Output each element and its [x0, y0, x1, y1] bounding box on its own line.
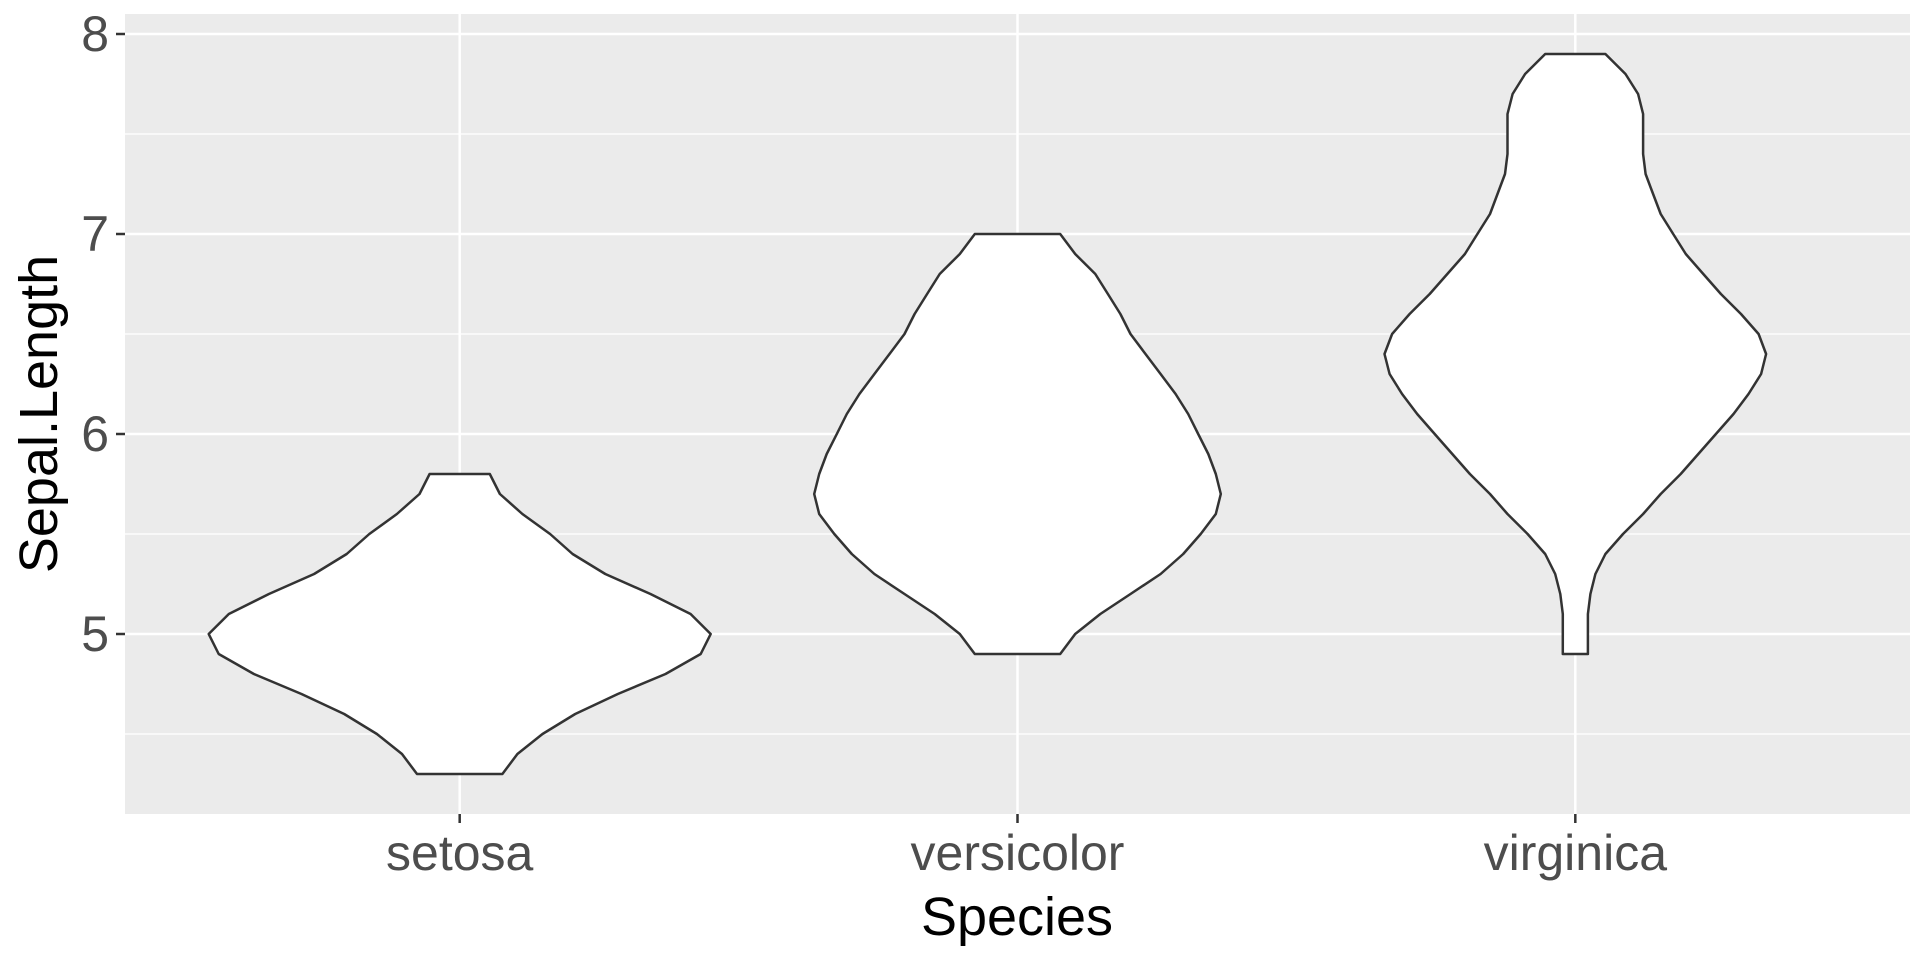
x-tick-label: setosa	[386, 825, 534, 881]
y-tick-label: 5	[81, 606, 109, 662]
y-tick-label: 7	[81, 206, 109, 262]
violin-setosa	[207, 472, 712, 776]
y-axis-title: Sepal.Length	[9, 255, 69, 573]
violin-versicolor	[812, 232, 1223, 656]
violin-virginica	[1383, 52, 1768, 656]
x-tick-label: versicolor	[911, 825, 1125, 881]
x-axis-title: Species	[921, 887, 1113, 947]
y-axis: 5 6 7 8	[81, 6, 125, 662]
y-tick-label: 6	[81, 406, 109, 462]
x-axis: setosa versicolor virginica	[386, 814, 1667, 881]
violins	[207, 52, 1768, 776]
x-tick-label: virginica	[1484, 825, 1668, 881]
y-tick-label: 8	[81, 6, 109, 62]
